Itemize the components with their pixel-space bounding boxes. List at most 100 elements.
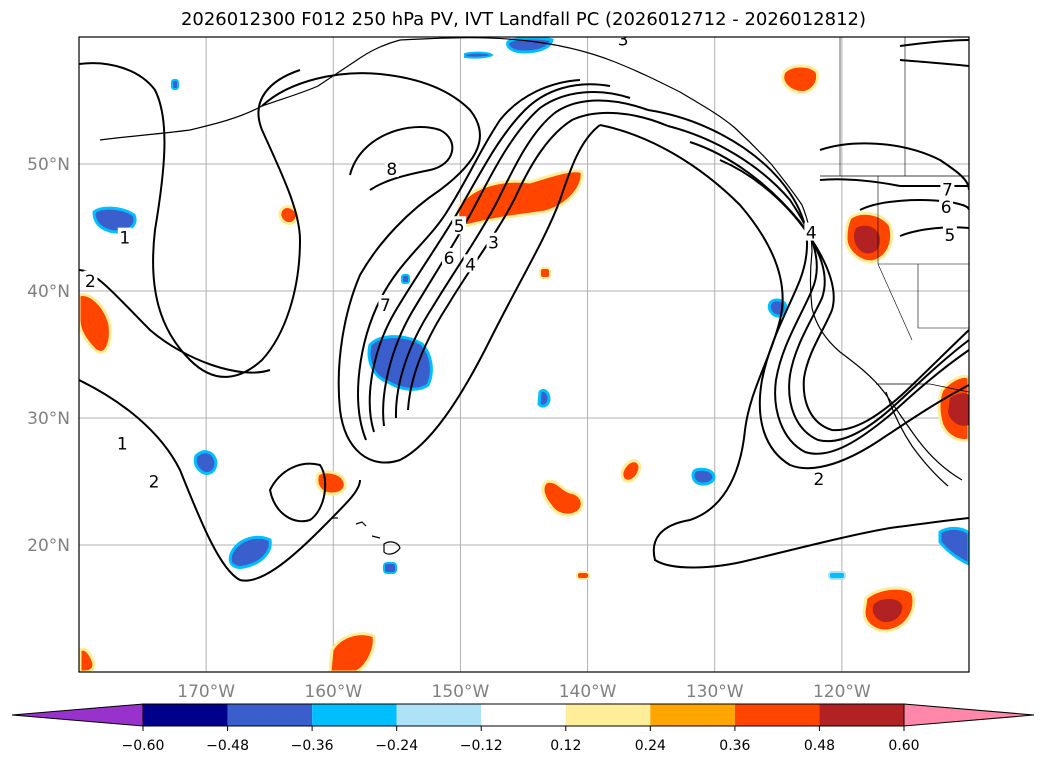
lon-tick-label: 170°W <box>177 682 235 702</box>
pv-contour-northeast <box>899 39 969 67</box>
border-canada-provinces <box>839 37 906 176</box>
colorbar-tick-label: −0.36 <box>291 738 334 754</box>
pv-contour-label: 2 <box>814 470 825 490</box>
colorbar-segment <box>565 704 651 726</box>
pv-contour-label: 6 <box>941 198 952 218</box>
pv-contour-trough-2 <box>357 79 581 441</box>
pv-contour-label-bg <box>452 216 467 235</box>
pv-contour-label: 6 <box>444 249 455 269</box>
ivt-shading-negative <box>92 37 969 580</box>
border-states-1 <box>877 176 969 341</box>
colorbar-tick-label: −0.48 <box>206 738 249 754</box>
ivt-positive-speck-2 <box>576 571 590 580</box>
ivt-positive-region-west-edge <box>79 293 112 354</box>
pv-contour-label: 2 <box>149 473 160 493</box>
pv-contour-ridge-2 <box>647 109 969 470</box>
coastline-alaska-south <box>399 37 803 206</box>
pv-contour-label: 3 <box>488 234 499 254</box>
ivt-positive-speck-1 <box>539 267 551 279</box>
pv-contour-label-bg <box>117 227 132 246</box>
colorbar-segment <box>650 704 735 726</box>
pv-contours <box>79 39 969 582</box>
lat-tick-label: 40°N <box>27 282 70 302</box>
ivt-negative-region-central <box>367 335 433 391</box>
pv-contour-label-bg <box>378 294 393 313</box>
ivt-positive-blob-1 <box>541 479 584 517</box>
colorbar-segment <box>396 704 482 726</box>
ivt-negative-region-south-east <box>938 526 969 566</box>
colorbar-segment <box>227 704 313 726</box>
colorbar-tick-label: 0.48 <box>804 738 835 754</box>
ivt-positive-core-washington <box>854 225 880 254</box>
ivt-negative-blob-1 <box>193 450 218 476</box>
pv-contour-label-bg <box>942 225 957 244</box>
pv-contour-label-bg <box>486 232 501 251</box>
pv-contour-label: 5 <box>945 226 956 246</box>
colorbar-segment <box>734 704 820 726</box>
border-us-mexico <box>876 383 969 393</box>
ivt-positive-blob-5 <box>79 647 96 672</box>
ivt-positive-region-north <box>781 64 820 94</box>
lat-tick-label: 20°N <box>27 536 70 556</box>
pv-contour-label-bg <box>147 471 162 490</box>
pv-contour-label: 1 <box>117 434 128 454</box>
ivt-positive-region-central <box>456 169 584 227</box>
pv-contour-label-bg <box>463 254 478 273</box>
lon-tick-label: 150°W <box>432 682 490 702</box>
ivt-positive-core-south <box>872 598 903 623</box>
ivt-positive-blob-3 <box>620 459 642 483</box>
pv-contour-ridge-6 <box>819 142 969 191</box>
lon-tick-label: 160°W <box>304 682 362 702</box>
colorbar-tick-label: −0.24 <box>375 738 418 754</box>
pv-contour-label-bg <box>811 468 826 487</box>
pv-contour-label-bg <box>441 247 456 266</box>
lon-tick-label: 130°W <box>686 682 744 702</box>
colorbar-tick-label: −0.12 <box>460 738 503 754</box>
colorbar-extend-max <box>903 703 1035 727</box>
pv-contour-label: 4 <box>806 224 817 244</box>
pv-contour-east-lines <box>819 178 969 237</box>
ivt-negative-region-west <box>92 206 137 234</box>
pv-contour-label: 2 <box>85 272 96 292</box>
colorbar-tick-label: 0.24 <box>635 738 666 754</box>
coastline-aleutians <box>99 39 401 141</box>
ivt-negative-region-north <box>506 37 554 54</box>
ivt-negative-speck-3 <box>401 274 410 284</box>
pv-contour-label-bg <box>939 197 954 216</box>
pv-contour-label: 1 <box>119 229 130 249</box>
hawaii-islands <box>332 517 401 555</box>
coastline-bc-washington <box>801 204 963 481</box>
pv-contour-label: 3 <box>618 31 629 51</box>
pv-contour-1-southwest <box>79 379 361 582</box>
ivt-negative-speck-1 <box>383 562 397 574</box>
map-gridlines <box>79 37 969 672</box>
ivt-positive-blob-4 <box>278 205 299 226</box>
colorbar-tick-label: 0.12 <box>550 738 581 754</box>
pv-contour-label: 7 <box>380 296 391 316</box>
ivt-negative-blob-4 <box>537 388 551 408</box>
pv-contour-trough-1 <box>349 126 454 191</box>
coastlines <box>99 37 969 487</box>
pv-contour-trough-5 <box>394 99 649 419</box>
ivt-negative-speck-2 <box>828 571 846 580</box>
ivt-positive-blob-2 <box>315 470 347 496</box>
pv-contour-label-bg <box>616 37 631 48</box>
pv-contour-label: 8 <box>386 160 397 180</box>
ivt-negative-region-hawaii-west <box>228 535 272 569</box>
lon-tick-label: 120°W <box>813 682 871 702</box>
map-frame <box>78 36 970 673</box>
lon-tick-label: 140°W <box>559 682 617 702</box>
pv-contour-1-west <box>79 62 302 378</box>
pv-contour-ridge-3 <box>667 125 969 455</box>
pv-contour-label: 5 <box>454 217 465 237</box>
colorbar-segment <box>481 704 566 726</box>
colorbar-segment <box>819 704 904 726</box>
pv-contour-label-bg <box>804 222 819 241</box>
pv-contour-2-west <box>79 269 271 374</box>
lat-tick-label: 30°N <box>27 409 70 429</box>
colorbar-segment <box>143 704 228 726</box>
colorbar-tick-label: 0.36 <box>719 738 750 754</box>
longitude-tick-labels: 170°W 160°W 150°W 140°W 130°W 120°W <box>177 682 871 702</box>
